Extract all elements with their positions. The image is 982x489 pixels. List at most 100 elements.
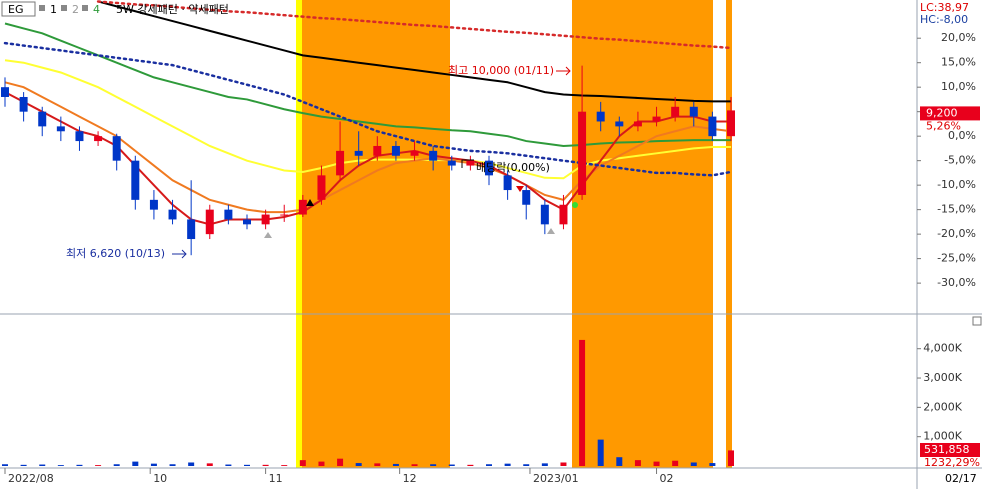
- toolbar-item[interactable]: 4: [93, 3, 100, 16]
- volume-bar: [411, 464, 418, 466]
- candle-body: [540, 204, 549, 225]
- volume-bar: [392, 463, 399, 466]
- candle-body: [243, 219, 251, 225]
- candle-body: [112, 136, 121, 161]
- candle-body: [466, 160, 475, 166]
- candle-body: [633, 121, 642, 127]
- moving-average-line: [3, 41, 733, 177]
- volume-bar: [709, 463, 716, 466]
- volume-bar: [2, 464, 8, 466]
- x-tick-label: 11: [269, 472, 283, 485]
- candle-body: [689, 106, 698, 117]
- y-tick-label: 2,000K: [923, 400, 962, 413]
- volume-bar: [523, 464, 530, 466]
- candle-body: [205, 209, 214, 235]
- volume-bar: [225, 464, 232, 466]
- price-plot: [1, 0, 735, 256]
- volume-bar: [39, 464, 46, 466]
- volume-bar: [541, 463, 548, 466]
- last-date: 02/17: [945, 472, 977, 485]
- candle-body: [410, 150, 419, 156]
- volume-bar: [169, 464, 176, 466]
- candle-body: [578, 111, 587, 195]
- volume-bar: [113, 464, 120, 466]
- y-tick-label: 20,0%: [941, 31, 976, 44]
- moving-average-line: [4, 81, 732, 214]
- x-tick-label: 12: [403, 472, 417, 485]
- candle-body: [224, 209, 233, 220]
- candle-body: [149, 199, 158, 210]
- close-button[interactable]: [972, 316, 982, 326]
- candle-body: [38, 111, 47, 127]
- candle-body: [485, 160, 493, 176]
- y-tick-label: -25,0%: [937, 252, 976, 265]
- moving-average-line: [4, 91, 731, 226]
- volume-bar: [281, 465, 288, 466]
- volume-bar: [132, 461, 139, 466]
- volume-bar: [597, 439, 604, 466]
- volume-bar: [374, 463, 381, 466]
- candle-body: [261, 214, 270, 225]
- volume-bar: [318, 461, 325, 466]
- lc-label: LC:38,97: [920, 1, 969, 14]
- high-annotation: 최고 10,000 (01/11): [448, 64, 554, 77]
- volume-bar: [560, 462, 567, 466]
- moving-average-line: [97, 0, 731, 103]
- candle-body: [94, 136, 103, 142]
- candle-body: [373, 145, 382, 156]
- x-tick-label: 2023/01: [533, 472, 579, 485]
- y-tick-label: -10,0%: [937, 178, 976, 191]
- low-annotation: 최저 6,620 (10/13): [66, 247, 165, 260]
- volume-bar: [616, 457, 623, 466]
- y-tick-label: 15,0%: [941, 56, 976, 69]
- volume-bar: [672, 460, 679, 466]
- volume-bar: [355, 463, 362, 466]
- toolbar-item[interactable]: 2: [72, 3, 79, 16]
- y-tick-label: 10,0%: [941, 80, 976, 93]
- x-tick-label: 02: [660, 472, 674, 485]
- y-tick-label: 4,000K: [923, 342, 962, 355]
- x-tick-label: 2022/08: [8, 472, 54, 485]
- volume-bar: [20, 464, 27, 466]
- y-tick-label: -20,0%: [937, 227, 976, 240]
- signal-bands: [296, 0, 732, 468]
- candle-body: [317, 175, 326, 200]
- moving-average-line: [96, 0, 733, 50]
- volume-bar: [206, 463, 213, 466]
- volume-bar: [653, 461, 660, 466]
- candle-body: [19, 96, 28, 112]
- volume-bar: [634, 460, 641, 466]
- volume-bar: [299, 460, 306, 466]
- y-tick-label: -5,0%: [944, 154, 976, 167]
- volume-bar: [262, 464, 269, 466]
- toolbar-item[interactable]: 1: [50, 3, 57, 16]
- volume-bar: [188, 462, 195, 466]
- candle-body: [354, 150, 363, 156]
- current-price: 9,200: [926, 106, 958, 119]
- candle-body: [522, 190, 531, 205]
- volume-bar: [579, 339, 586, 466]
- volume-bar: [244, 464, 250, 466]
- candle-body: [652, 116, 661, 122]
- candle-body: [708, 116, 717, 137]
- volume-bar: [150, 463, 157, 466]
- candle-body: [187, 219, 196, 240]
- candle-body: [615, 121, 624, 127]
- x-tick-label: 10: [153, 472, 167, 485]
- volume-bar: [95, 465, 102, 466]
- candle-body: [671, 106, 680, 117]
- volume-bar: [467, 464, 474, 466]
- volume-bar: [504, 463, 511, 466]
- y-tick-label: 3,000K: [923, 371, 962, 384]
- moving-average-line: [4, 22, 731, 147]
- y-tick-label: 1,000K: [923, 430, 962, 443]
- volume-bar: [430, 464, 437, 466]
- volume-bar: [728, 450, 734, 466]
- candle-body: [429, 150, 438, 161]
- candle-body: [559, 204, 568, 225]
- toolbar-item[interactable]: EG: [8, 3, 23, 16]
- dividend-annotation: 배당락(0,00%): [476, 161, 550, 174]
- toolbar-item[interactable]: 5W 강세패턴 · 약세패턴: [116, 2, 229, 16]
- volume-value-label: 531,858: [924, 443, 970, 456]
